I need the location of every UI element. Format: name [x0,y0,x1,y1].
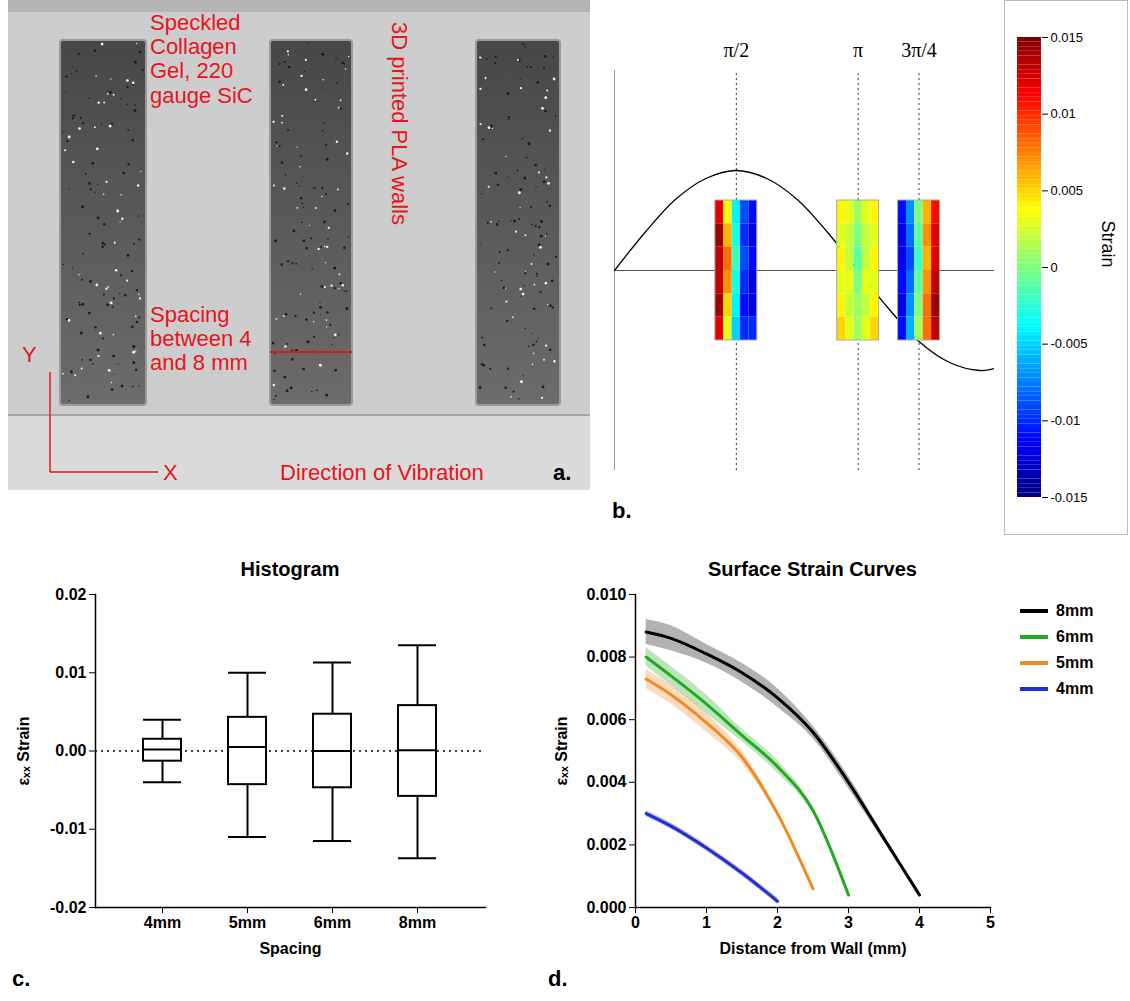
svg-text:8mm: 8mm [399,914,436,931]
html-text:4mm: 4mm [1056,680,1094,697]
svg-text:5: 5 [986,914,995,931]
html-text:d.: d. [548,966,568,991]
svg-text:0.004: 0.004 [586,773,626,790]
svg-text:Direction of Vibration: Direction of Vibration [280,460,484,485]
svg-text:a.: a. [553,460,571,485]
svg-text:0.008: 0.008 [586,648,626,665]
svg-text:0.02: 0.02 [55,586,86,603]
svg-text:0.00: 0.00 [55,742,86,759]
html-text:Histogram: Histogram [240,558,340,580]
svg-text:0: 0 [1051,260,1058,275]
svg-text:-0.01: -0.01 [1051,413,1081,428]
svg-text:Spacingbetween 4and 8 mm: Spacingbetween 4and 8 mm [150,302,252,375]
html-text:b.: b. [612,498,632,523]
svg-text:SpeckledCollagenGel, 220gauge: SpeckledCollagenGel, 220gauge SiC [150,10,253,108]
svg-text:0.01: 0.01 [55,664,86,681]
svg-text:Strain: Strain [1098,220,1118,267]
svg-text:1: 1 [702,914,711,931]
svg-text:0.006: 0.006 [586,711,626,728]
svg-text:3D printed PLA walls: 3D printed PLA walls [387,22,412,225]
svg-text:X: X [163,460,178,485]
html-text:c.: c. [12,966,31,991]
svg-text:Y: Y [22,342,37,367]
svg-text:0: 0 [631,914,640,931]
svg-text:0.005: 0.005 [1051,183,1084,198]
svg-text:0.002: 0.002 [586,836,626,853]
html-text:6mm: 6mm [1056,628,1094,645]
svg-text:Distance from Wall (mm): Distance from Wall (mm) [720,940,907,957]
svg-text:-0.015: -0.015 [1051,490,1088,505]
svg-text:0.015: 0.015 [1051,30,1084,45]
svg-text:-0.01: -0.01 [50,820,87,837]
html-text:Surface Strain Curves: Surface Strain Curves [708,558,917,580]
svg-text:3π/4: 3π/4 [901,39,937,61]
svg-text:0.000: 0.000 [586,899,626,916]
html-text:8mm: 8mm [1056,602,1094,619]
svg-text:4mm: 4mm [144,914,181,931]
svg-text:εₓₓ Strain: εₓₓ Strain [15,716,32,785]
svg-text:5mm: 5mm [229,914,266,931]
svg-text:2: 2 [773,914,782,931]
svg-text:3: 3 [844,914,853,931]
svg-text:π/2: π/2 [724,39,750,61]
svg-text:4: 4 [915,914,924,931]
svg-text:0.01: 0.01 [1051,106,1076,121]
svg-text:0.010: 0.010 [586,586,626,603]
svg-text:6mm: 6mm [314,914,351,931]
svg-text:-0.02: -0.02 [50,899,87,916]
html-text:5mm: 5mm [1056,654,1094,671]
svg-text:Spacing: Spacing [259,940,321,957]
svg-text:-0.005: -0.005 [1051,336,1088,351]
svg-text:εₓₓ Strain: εₓₓ Strain [553,716,570,785]
svg-text:π: π [853,39,863,61]
